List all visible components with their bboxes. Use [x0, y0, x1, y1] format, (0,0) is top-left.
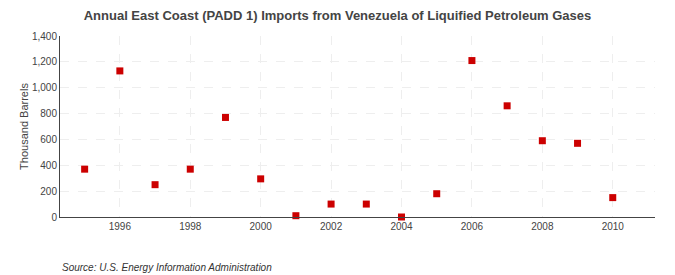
svg-text:2000: 2000	[250, 221, 273, 232]
svg-text:0: 0	[51, 212, 57, 223]
svg-text:Thousand Barrels: Thousand Barrels	[18, 83, 30, 170]
svg-text:2002: 2002	[320, 221, 343, 232]
svg-text:1998: 1998	[179, 221, 202, 232]
svg-text:1,000: 1,000	[32, 82, 57, 93]
svg-text:1,400: 1,400	[32, 31, 57, 42]
svg-text:200: 200	[40, 186, 57, 197]
svg-text:2006: 2006	[461, 221, 484, 232]
svg-text:600: 600	[40, 134, 57, 145]
svg-text:Source: U.S. Energy Informatio: Source: U.S. Energy Information Administ…	[62, 262, 272, 273]
svg-text:800: 800	[40, 108, 57, 119]
svg-text:400: 400	[40, 160, 57, 171]
svg-text:2004: 2004	[390, 221, 413, 232]
svg-text:2010: 2010	[602, 221, 625, 232]
svg-text:1,200: 1,200	[32, 56, 57, 67]
svg-text:2008: 2008	[531, 221, 554, 232]
svg-text:1996: 1996	[109, 221, 132, 232]
svg-text:Annual East Coast (PADD 1) Imp: Annual East Coast (PADD 1) Imports from …	[84, 8, 592, 23]
